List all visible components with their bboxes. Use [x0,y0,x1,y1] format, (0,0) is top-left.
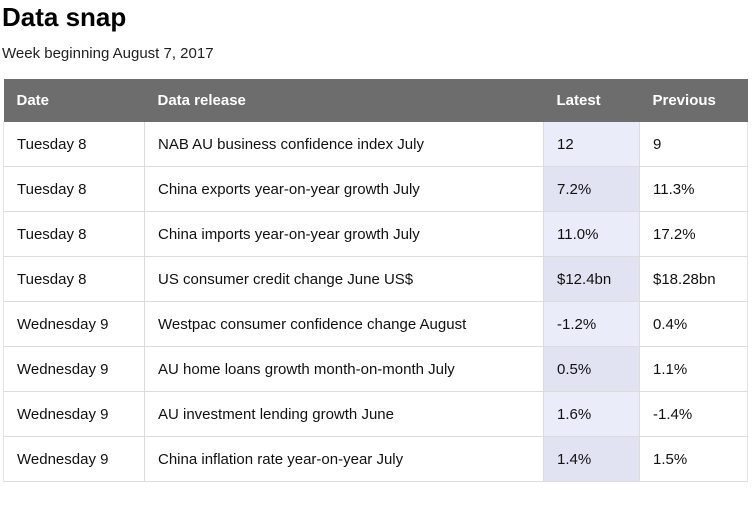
cell-latest: 11.0% [543,211,640,257]
column-header-release: Data release [144,79,544,122]
cell-previous: $18.28bn [639,256,748,302]
cell-previous: 9 [639,122,748,167]
cell-latest: 12 [543,122,640,167]
data-table: Date Data release Latest Previous Tuesda… [3,79,748,482]
table-row: Wednesday 9 AU home loans growth month-o… [3,346,748,392]
cell-previous: -1.4% [639,391,748,437]
cell-previous: 17.2% [639,211,748,257]
cell-latest: 1.6% [543,391,640,437]
cell-release: China imports year-on-year growth July [144,211,544,257]
table-header: Date Data release Latest Previous [3,79,748,122]
cell-latest: 7.2% [543,166,640,212]
cell-date: Wednesday 9 [3,346,145,392]
cell-date: Wednesday 9 [3,301,145,347]
cell-latest: 0.5% [543,346,640,392]
cell-previous: 11.3% [639,166,748,212]
table-row: Tuesday 8 NAB AU business confidence ind… [3,122,748,167]
table-row: Wednesday 9 AU investment lending growth… [3,391,748,437]
cell-release: US consumer credit change June US$ [144,256,544,302]
cell-date: Wednesday 9 [3,436,145,482]
cell-release: AU home loans growth month-on-month July [144,346,544,392]
table-row: Tuesday 8 US consumer credit change June… [3,256,748,302]
header-row: Date Data release Latest Previous [3,79,748,122]
cell-date: Wednesday 9 [3,391,145,437]
column-header-latest: Latest [543,79,640,122]
cell-date: Tuesday 8 [3,166,145,212]
table-row: Wednesday 9 China inflation rate year-on… [3,436,748,482]
cell-previous: 0.4% [639,301,748,347]
cell-date: Tuesday 8 [3,122,145,167]
cell-release: China exports year-on-year growth July [144,166,544,212]
cell-previous: 1.1% [639,346,748,392]
cell-release: NAB AU business confidence index July [144,122,544,167]
cell-latest: -1.2% [543,301,640,347]
cell-release: China inflation rate year-on-year July [144,436,544,482]
page-title: Data snap [2,2,127,32]
table-row: Wednesday 9 Westpac consumer confidence … [3,301,748,347]
cell-latest: 1.4% [543,436,640,482]
page-subtitle: Week beginning August 7, 2017 [2,45,214,62]
table-row: Tuesday 8 China imports year-on-year gro… [3,211,748,257]
cell-previous: 1.5% [639,436,748,482]
column-header-date: Date [3,79,145,122]
cell-release: AU investment lending growth June [144,391,544,437]
cell-release: Westpac consumer confidence change Augus… [144,301,544,347]
column-header-previous: Previous [639,79,748,122]
table-body: Tuesday 8 NAB AU business confidence ind… [3,122,748,482]
cell-date: Tuesday 8 [3,211,145,257]
cell-date: Tuesday 8 [3,256,145,302]
cell-latest: $12.4bn [543,256,640,302]
table-row: Tuesday 8 China exports year-on-year gro… [3,166,748,212]
